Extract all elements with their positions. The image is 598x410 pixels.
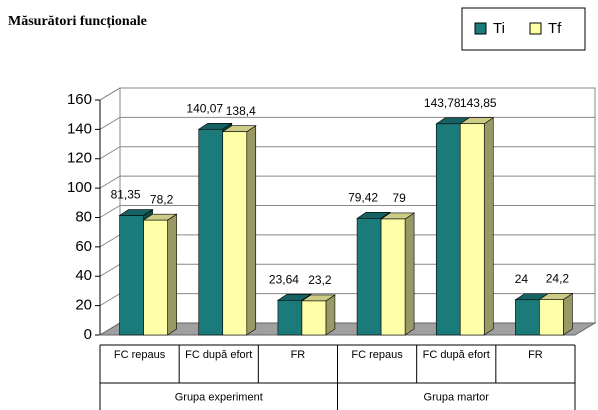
x-tick-label-box: FC repaus bbox=[113, 349, 166, 361]
bar bbox=[277, 299, 303, 336]
group-label: Grupa martor bbox=[424, 391, 490, 403]
legend-label: Tf bbox=[548, 20, 562, 37]
x-tick-label: FR bbox=[528, 349, 543, 361]
x-tick-label: FC după efort bbox=[185, 349, 253, 361]
y-tick-label: 160 bbox=[67, 91, 92, 108]
bar-side bbox=[563, 292, 573, 336]
bar bbox=[515, 299, 540, 336]
value-label: 79,42 bbox=[348, 191, 378, 205]
bar-side bbox=[246, 125, 257, 336]
y-tick-label: 140 bbox=[67, 120, 92, 137]
value-label: 81,35 bbox=[111, 188, 141, 202]
bar bbox=[222, 131, 248, 336]
bar bbox=[119, 215, 144, 336]
chart-title: Măsurători funcționale bbox=[8, 14, 147, 29]
bar bbox=[356, 218, 382, 336]
y-tick-label: 120 bbox=[67, 150, 92, 167]
value-label: 24 bbox=[515, 272, 529, 286]
x-tick-label-box: FC după efort bbox=[185, 349, 253, 361]
bar bbox=[198, 128, 224, 336]
grid-line bbox=[99, 116, 595, 130]
value-label: 143,85 bbox=[460, 96, 497, 110]
bar-side bbox=[325, 294, 336, 336]
x-tick-label-box: FC după efort bbox=[422, 349, 490, 361]
grid-line bbox=[99, 87, 595, 101]
value-label: 23,64 bbox=[269, 272, 299, 286]
y-tick-label: 20 bbox=[75, 297, 92, 314]
bar-side bbox=[167, 213, 177, 336]
value-label: 24,2 bbox=[546, 272, 570, 286]
bar bbox=[380, 218, 406, 336]
y-tick-label: 40 bbox=[75, 267, 92, 284]
bar bbox=[539, 299, 564, 336]
legend-swatch bbox=[474, 22, 487, 35]
value-label: 138,4 bbox=[226, 104, 256, 118]
y-tick-label: 60 bbox=[75, 238, 92, 255]
x-tick-label: FR bbox=[290, 349, 306, 361]
bar-side bbox=[483, 117, 494, 336]
x-tick-label-box: FR bbox=[528, 349, 543, 361]
bar bbox=[143, 219, 168, 336]
legend-label: Ti bbox=[493, 20, 505, 37]
bar bbox=[301, 300, 327, 336]
value-label: 140,07 bbox=[186, 101, 223, 115]
x-tick-label: FC după efort bbox=[422, 349, 490, 361]
x-tick-label-box: FC repaus bbox=[351, 349, 403, 361]
value-label: 23,2 bbox=[308, 273, 332, 287]
legend-swatch bbox=[529, 22, 542, 35]
value-label: 79 bbox=[392, 191, 406, 205]
y-tick-label: 80 bbox=[75, 208, 92, 225]
bar-side bbox=[404, 212, 415, 336]
bar bbox=[435, 123, 461, 336]
value-label: 143,78 bbox=[424, 96, 461, 110]
group-label: Grupa experiment bbox=[175, 391, 263, 403]
x-tick-label: FC repaus bbox=[351, 349, 403, 361]
y-tick-label: 100 bbox=[67, 179, 92, 196]
bar bbox=[459, 123, 485, 336]
y-tick-label: 0 bbox=[84, 326, 92, 343]
x-tick-label: FC repaus bbox=[113, 349, 166, 361]
x-tick-label-box: FR bbox=[290, 349, 306, 361]
value-label: 78,2 bbox=[150, 192, 174, 206]
